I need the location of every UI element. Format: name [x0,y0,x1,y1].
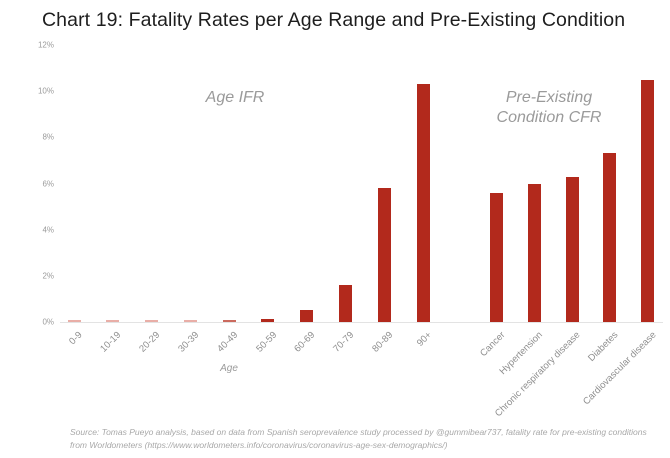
bar-60-69 [300,310,314,322]
x-axis-tick-label: Diabetes [586,329,621,364]
x-axis-tick-label: 30-39 [176,329,202,355]
bar-hypertension [527,183,541,322]
x-axis-tick-label: 0-9 [67,329,85,348]
y-axis-tick-label: 8% [42,132,54,142]
y-axis-tick-label: 12% [37,40,54,50]
bar-cardiovascular-disease [641,79,654,322]
bar-0-9 [67,320,81,322]
bar-40-49 [222,320,236,322]
bar-50-59 [261,318,275,322]
bar-diabetes [603,153,617,322]
x-axis-tick-label: 40-49 [215,329,240,355]
bar-cancer [490,192,503,322]
group-label-age-ifr: Age IFR [205,89,265,106]
bar-90- [416,84,430,322]
x-axis-tick-label: 90+ [414,329,434,349]
bar-70-79 [338,285,352,322]
x-axis-baseline [60,322,663,323]
source-note: Source: Tomas Pueyo analysis, based on d… [70,427,647,450]
y-axis-tick-label: 10% [37,86,54,96]
x-axis-tick-label: 10-19 [98,329,124,355]
x-axis-tick-label: Cancer [477,329,508,360]
y-axis-tick-label: 6% [42,179,54,188]
y-axis-tick-label: 4% [42,225,54,235]
y-axis-tick-label: 0% [42,317,54,327]
x-axis-tick-label: 20-29 [137,329,163,355]
bar-30-39 [183,320,197,322]
x-axis-tick-label: 80-89 [370,329,396,355]
x-axis-tick-label: 70-79 [331,329,357,355]
x-axis-tick-label: 60-69 [292,329,318,355]
bar-20-29 [145,320,159,322]
x-axis-tick-label: Cardiovascular disease [580,329,659,408]
group-label-pre-existing-cfr: Pre-Existing Condition CFR [496,89,602,126]
x-axis-tick-label: 50-59 [253,329,279,355]
y-axis-tick-label: 2% [42,271,54,281]
bar-10-19 [106,320,120,322]
bar-chronic-respiratory-disease [565,176,579,322]
bar-80-89 [377,188,391,322]
x-axis-title-age: Age [220,363,238,374]
chart-title: Chart 19: Fatality Rates per Age Range a… [42,9,626,31]
